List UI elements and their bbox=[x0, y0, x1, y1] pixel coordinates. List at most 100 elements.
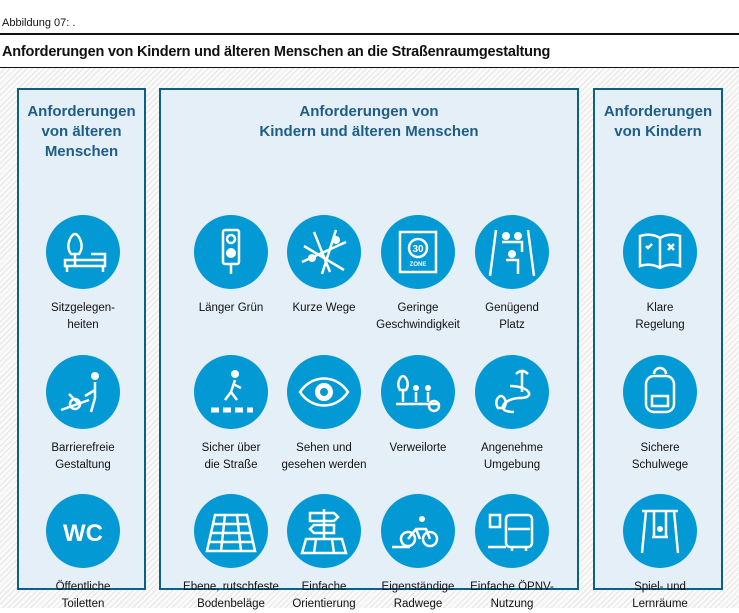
figure-label: Abbildung 07: . bbox=[2, 17, 76, 29]
eye-icon bbox=[287, 355, 361, 429]
requirement-item: Einfache Orientierung bbox=[269, 494, 379, 613]
label-line: Platz bbox=[499, 319, 525, 331]
requirement-item: Sitzgelegen-heiten bbox=[28, 215, 138, 334]
requirement-label: Öffentliche Toiletten bbox=[28, 579, 138, 613]
signpost-icon bbox=[287, 494, 361, 568]
panel-heading-line: von älteren bbox=[41, 123, 122, 140]
panel-heading: Anforderungen von älteren Menschen bbox=[19, 102, 144, 162]
panel-heading: Anforderungen von Kindern bbox=[595, 102, 721, 142]
label-line: Nutzung bbox=[490, 598, 534, 610]
label-line: Schulwege bbox=[631, 459, 689, 471]
label-line: Orientierung bbox=[292, 598, 356, 610]
label-line: die Straße bbox=[204, 459, 258, 471]
label-line: Radwege bbox=[393, 598, 443, 610]
label-line: Länger Grün bbox=[198, 302, 264, 314]
requirement-label: Sitzgelegen-heiten bbox=[28, 300, 138, 334]
requirement-item: 30 ZONE Geringe Geschwindigkeit bbox=[363, 215, 473, 334]
requirement-item: Länger Grün bbox=[176, 215, 286, 317]
requirement-item: Klare Regelung bbox=[605, 215, 715, 334]
panel-heading-line: Anforderungen von bbox=[299, 103, 439, 120]
label-line: Öffentliche bbox=[55, 581, 111, 593]
requirement-label: Genügend Platz bbox=[457, 300, 567, 334]
bicycle-icon bbox=[381, 494, 455, 568]
requirement-item: Sehen und gesehen werden bbox=[269, 355, 379, 474]
label-line: Sichere bbox=[640, 442, 680, 454]
map-pins-icon bbox=[287, 215, 361, 289]
requirement-item: Kurze Wege bbox=[269, 215, 379, 317]
label-line: Lernräume bbox=[632, 598, 688, 610]
requirement-label: Geringe Geschwindigkeit bbox=[363, 300, 473, 334]
requirement-label: Angenehme Umgebung bbox=[457, 440, 567, 474]
requirement-label: Einfache ÖPNV- Nutzung bbox=[457, 579, 567, 613]
requirement-label: Sicher über die Straße bbox=[176, 440, 286, 474]
label-line: Klare bbox=[646, 302, 674, 314]
label-line: Sitzgelegen- bbox=[51, 302, 115, 314]
wc-icon: WC bbox=[46, 494, 120, 568]
label-line: Gestaltung bbox=[55, 459, 111, 471]
panel-heading-line: von Kindern bbox=[614, 123, 702, 140]
label-line: Einfache ÖPNV- bbox=[470, 581, 554, 593]
label-line: gesehen werden bbox=[281, 459, 367, 471]
paving-icon bbox=[194, 494, 268, 568]
requirement-item: Ebene, rutschfeste Bodenbeläge bbox=[176, 494, 286, 613]
requirement-item: Genügend Platz bbox=[457, 215, 567, 334]
label-line: Sehen und bbox=[296, 442, 352, 454]
label-line: Geringe bbox=[397, 302, 439, 314]
requirement-item: Angenehme Umgebung bbox=[457, 355, 567, 474]
label-line: Ebene, rutschfeste bbox=[183, 581, 279, 593]
label-line: Umgebung bbox=[483, 459, 541, 471]
requirement-label: Einfache Orientierung bbox=[269, 579, 379, 613]
wheelchair-ramp-icon bbox=[46, 355, 120, 429]
panel-children: Anforderungen von Kindern Klare Regelung Sic… bbox=[593, 88, 723, 610]
backpack-icon bbox=[623, 355, 697, 429]
label-line: Genügend bbox=[485, 302, 539, 314]
label-line: Einfache bbox=[301, 581, 347, 593]
requirement-item: Eigenständige Radwege bbox=[363, 494, 473, 613]
people-sidewalk-icon bbox=[475, 215, 549, 289]
requirement-item: Einfache ÖPNV- Nutzung bbox=[457, 494, 567, 613]
panel-heading-line: Anforderungen bbox=[603, 103, 713, 120]
bus-icon bbox=[475, 494, 549, 568]
requirement-item: Barrierefreie Gestaltung bbox=[28, 355, 138, 474]
crosswalk-icon bbox=[194, 355, 268, 429]
requirement-label: Spiel- und Lernräume bbox=[605, 579, 715, 613]
requirement-item: Sichere Schulwege bbox=[605, 355, 715, 474]
requirement-label: Kurze Wege bbox=[269, 300, 379, 317]
requirement-label: Klare Regelung bbox=[605, 300, 715, 334]
traffic-light-icon bbox=[194, 215, 268, 289]
svg-text:ZONE: ZONE bbox=[410, 262, 427, 268]
label-line: Geschwindigkeit bbox=[376, 319, 460, 331]
requirement-label: Barrierefreie Gestaltung bbox=[28, 440, 138, 474]
requirement-item: Sicher über die Straße bbox=[176, 355, 286, 474]
page-title: Anforderungen von Kindern und älteren Me… bbox=[2, 44, 551, 60]
book-icon bbox=[623, 215, 697, 289]
label-line: Barrierefreie bbox=[51, 442, 115, 454]
panel-heading-line: Kindern und älteren Menschen bbox=[259, 123, 479, 140]
requirement-item: Verweilorte bbox=[363, 355, 473, 457]
requirement-label: Eigenständige Radwege bbox=[363, 579, 473, 613]
people-sitting-icon bbox=[381, 355, 455, 429]
label-line: Kurze Wege bbox=[292, 302, 356, 314]
label-line: Spiel- und bbox=[634, 581, 686, 593]
label-line: Bodenbeläge bbox=[197, 598, 265, 610]
requirement-label: Länger Grün bbox=[176, 300, 286, 317]
label-line: Verweilorte bbox=[389, 442, 447, 454]
panel-older-people: Anforderungen von älteren Menschen Sitzgele… bbox=[17, 88, 146, 610]
label-line: Regelung bbox=[635, 319, 685, 331]
bench-tree-icon bbox=[46, 215, 120, 289]
requirement-label: Sichere Schulwege bbox=[605, 440, 715, 474]
label-line: heiten bbox=[67, 319, 99, 331]
requirement-label: Ebene, rutschfeste Bodenbeläge bbox=[176, 579, 286, 613]
title-rule bbox=[0, 67, 739, 68]
svg-text:WC: WC bbox=[63, 520, 103, 547]
requirement-label: Verweilorte bbox=[363, 440, 473, 457]
path-landscape-icon bbox=[475, 355, 549, 429]
requirement-label: Sehen und gesehen werden bbox=[269, 440, 379, 474]
panel-children-and-older-people: Anforderungen von Kindern und älteren Men… bbox=[159, 88, 579, 610]
panel-heading: Anforderungen von Kindern und älteren Men… bbox=[161, 102, 577, 142]
requirement-item: WC Öffentliche Toiletten bbox=[28, 494, 138, 613]
label-line: Angenehme bbox=[480, 442, 544, 454]
label-line: Sicher über bbox=[201, 442, 261, 454]
zone-30-sign-icon: 30 ZONE bbox=[381, 215, 455, 289]
requirement-item: Spiel- und Lernräume bbox=[605, 494, 715, 613]
